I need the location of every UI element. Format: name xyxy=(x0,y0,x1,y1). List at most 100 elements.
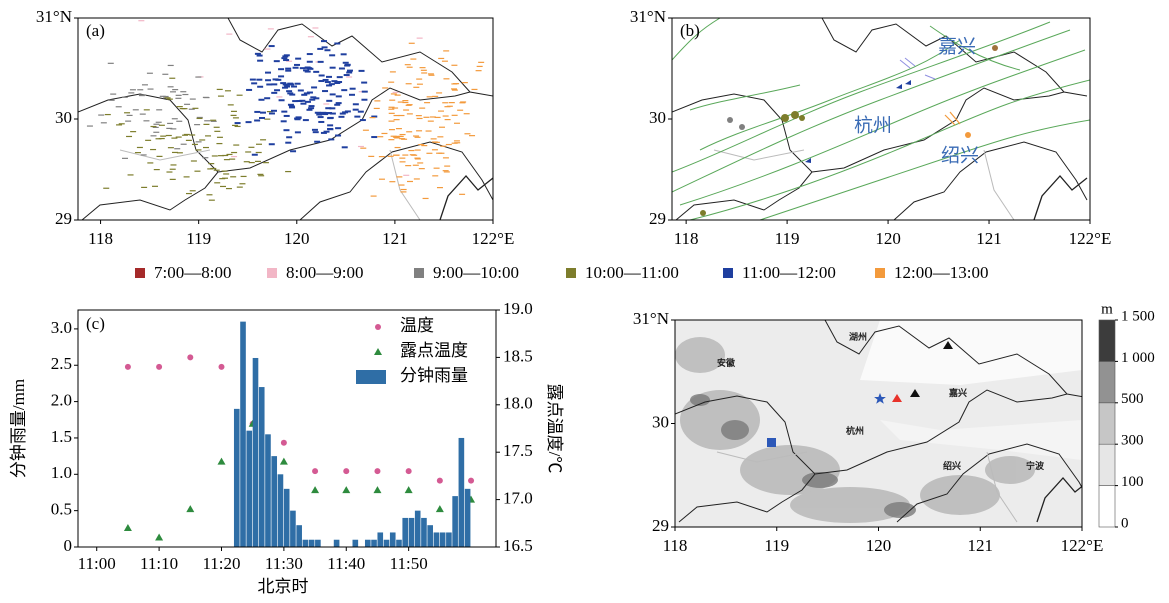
bar xyxy=(452,496,458,547)
y-tick-label: 2.5 xyxy=(51,354,72,373)
plot-frame xyxy=(77,309,497,548)
bar xyxy=(333,539,340,547)
point xyxy=(468,477,475,484)
colorbar-segment xyxy=(1098,485,1116,528)
colorbar-segment xyxy=(1098,402,1116,445)
y-tick-label: 0 xyxy=(64,536,73,555)
legend-label: 12:00—13:00 xyxy=(894,263,988,282)
y-tick-label: 31°N xyxy=(630,7,666,26)
point xyxy=(218,363,225,370)
place-label: 杭州 xyxy=(854,114,892,136)
lightning-points xyxy=(86,20,485,201)
y2-axis-title: 露点温度/℃ xyxy=(545,384,564,474)
y-tick-label: 30 xyxy=(649,108,666,127)
bar xyxy=(283,488,290,547)
bar xyxy=(308,539,315,547)
point xyxy=(123,524,132,532)
bar xyxy=(265,434,271,547)
point xyxy=(156,363,163,370)
y-tick-label: 2.0 xyxy=(51,391,72,410)
point xyxy=(342,486,351,494)
bar xyxy=(389,532,396,547)
y2-tick-label: 18.5 xyxy=(503,346,533,365)
panel-label: (c) xyxy=(86,314,105,333)
y-tick-label: 31°N xyxy=(633,309,669,328)
bar xyxy=(258,387,265,547)
point xyxy=(404,486,413,494)
bar xyxy=(421,517,427,547)
x-tick-label: 121 xyxy=(382,229,408,248)
bar xyxy=(427,525,433,547)
point xyxy=(217,457,226,465)
bar xyxy=(383,539,390,547)
y2-tick-label: 19.0 xyxy=(503,299,533,318)
bar xyxy=(352,539,359,547)
x-tick-label: 119 xyxy=(764,536,789,555)
point xyxy=(280,439,287,446)
map-a-layer xyxy=(78,18,493,220)
x-tick-label: 11:50 xyxy=(390,554,428,573)
y-tick-label: 29 xyxy=(55,209,72,228)
place-label: 嘉兴 xyxy=(938,35,976,57)
bar xyxy=(252,357,259,547)
bar xyxy=(364,539,371,547)
y2-tick-label: 16.5 xyxy=(503,536,533,555)
point xyxy=(343,468,350,475)
place-label: 杭州 xyxy=(846,425,864,436)
colorbar-label: 300 xyxy=(1121,433,1144,449)
x-tick-label: 122°E xyxy=(472,229,515,248)
y-tick-label: 30 xyxy=(55,108,72,127)
colorbar-label: 500 xyxy=(1121,391,1144,407)
legend-swatch xyxy=(267,268,277,278)
legend-label: 7:00—8:00 xyxy=(154,263,231,282)
x-tick-label: 118 xyxy=(88,229,113,248)
place-label: 绍兴 xyxy=(943,460,961,471)
place-label: 嘉兴 xyxy=(948,387,967,398)
bar xyxy=(439,532,446,547)
bar xyxy=(233,408,240,547)
x-tick-label: 122°E xyxy=(1069,229,1112,248)
x-tick-label: 11:20 xyxy=(202,554,240,573)
x-tick-label: 118 xyxy=(663,536,688,555)
y2-tick-label: 17.5 xyxy=(503,441,533,460)
legend-label: 9:00—10:00 xyxy=(433,263,519,282)
x-tick-label: 119 xyxy=(186,229,211,248)
place-label: 绍兴 xyxy=(941,144,979,166)
bar xyxy=(271,456,278,547)
panel-label: (a) xyxy=(86,21,105,40)
x-tick-label: 120 xyxy=(866,536,892,555)
bar xyxy=(464,488,471,547)
point xyxy=(186,505,195,513)
colorbar-segment xyxy=(1098,319,1116,362)
point xyxy=(311,486,320,494)
colorbar-label: 1 000 xyxy=(1121,350,1155,366)
colorbar-label: 1 500 xyxy=(1121,308,1155,324)
bar xyxy=(402,517,409,547)
y-axis-title: 分钟雨量/mm xyxy=(9,379,28,478)
x-tick-label: 118 xyxy=(674,229,699,248)
legend-swatch xyxy=(375,324,381,330)
point xyxy=(374,468,381,475)
panel-label: (b) xyxy=(680,21,700,40)
legend-swatch xyxy=(135,268,145,278)
point xyxy=(187,354,194,361)
legend-label: 11:00—12:00 xyxy=(742,263,836,282)
y-tick-label: 30 xyxy=(652,412,669,431)
point xyxy=(435,505,444,513)
legend-swatch xyxy=(356,370,386,384)
x-tick-label: 120 xyxy=(284,229,310,248)
x-tick-label: 119 xyxy=(775,229,800,248)
legend-swatch xyxy=(875,268,885,278)
point xyxy=(155,533,164,541)
x-tick-label: 11:00 xyxy=(78,554,116,573)
boundaries xyxy=(78,18,493,220)
map-d-layer xyxy=(675,320,1082,527)
y-tick-label: 29 xyxy=(649,209,666,228)
legend-swatch xyxy=(414,268,424,278)
bar xyxy=(240,321,246,547)
map-b-layer xyxy=(672,18,1090,220)
station-markers xyxy=(767,341,953,447)
x-tick-label: 121 xyxy=(976,229,1002,248)
legend-label: 8:00—9:00 xyxy=(286,263,363,282)
